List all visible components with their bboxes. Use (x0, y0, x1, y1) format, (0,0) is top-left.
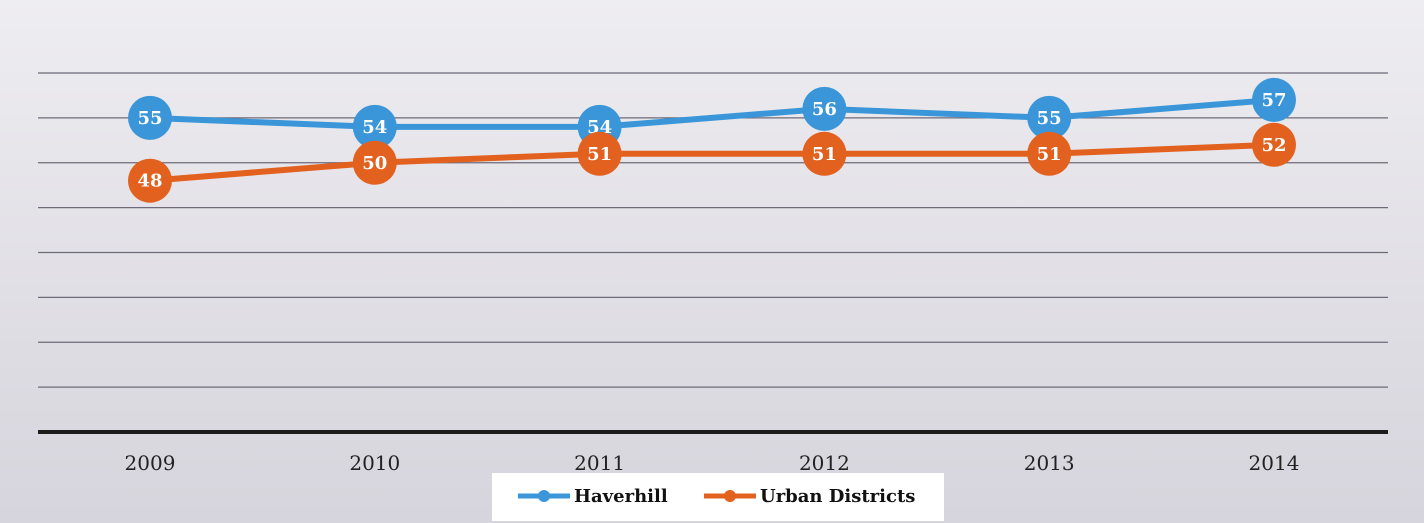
series-1: 55 54 54 56 55 57 (128, 77, 1296, 149)
legend-label: Urban Districts (760, 486, 915, 507)
x-tick-label: 2014 (1249, 451, 1300, 475)
data-point (577, 131, 622, 176)
data-point (352, 140, 397, 185)
data-point (802, 86, 847, 131)
data-label: 51 (812, 144, 837, 165)
legend-label: Haverhill (574, 486, 668, 507)
x-axis: 2009 2010 2011 2012 2013 2014 (38, 430, 1388, 475)
data-point (1252, 77, 1296, 122)
data-label: 55 (137, 108, 162, 129)
series-line (149, 141, 1275, 184)
legend-swatch-marker (538, 490, 550, 502)
x-tick-label: 2011 (574, 451, 625, 475)
data-point (802, 131, 847, 176)
data-label: 48 (137, 171, 162, 192)
data-label: 50 (362, 153, 387, 174)
legend-swatch-marker (724, 490, 736, 502)
data-label: 51 (587, 144, 612, 165)
data-point (1252, 122, 1296, 167)
data-label: 51 (1037, 144, 1062, 165)
data-label: 57 (1261, 90, 1286, 111)
series-2: 48 50 51 51 51 52 (128, 122, 1296, 203)
data-label: 52 (1261, 135, 1286, 156)
gridlines (38, 72, 1388, 388)
data-point (128, 158, 172, 203)
x-tick-label: 2012 (799, 451, 850, 475)
data-label: 54 (362, 117, 387, 138)
x-tick-label: 2009 (125, 451, 176, 475)
data-label: 55 (1037, 108, 1062, 129)
legend: Haverhill Urban Districts (492, 473, 944, 521)
data-point (128, 95, 172, 140)
data-point (1027, 95, 1072, 140)
data-label: 56 (812, 99, 837, 120)
x-tick-label: 2010 (349, 451, 400, 475)
data-point (1027, 131, 1072, 176)
series-line (149, 96, 1275, 130)
x-tick-label: 2013 (1024, 451, 1075, 475)
data-label: 54 (587, 117, 612, 138)
series-layer: 55 54 54 56 55 57 48 50 51 51 51 52 (128, 77, 1296, 203)
data-point (352, 104, 397, 149)
